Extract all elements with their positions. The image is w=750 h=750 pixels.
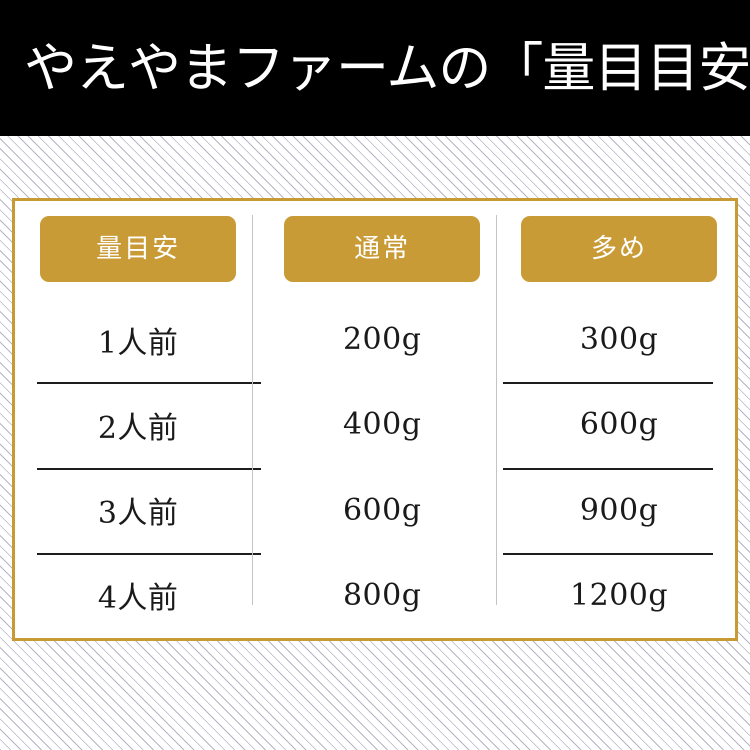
table-header-row: 量目安 通常 多め	[15, 201, 735, 297]
cell-normal: 400g	[342, 407, 422, 443]
column-header-serving: 量目安	[15, 201, 261, 297]
table-body: 1人前 200g 300g 2人前 400g 600g 3人前 600g 900…	[15, 297, 735, 638]
column-header-large: 多め	[503, 201, 735, 297]
quantity-guide-card: 量目安 通常 多め 1人前 200g 300g 2人前	[12, 198, 738, 641]
table-row: 1人前 200g 300g	[15, 297, 735, 382]
column-divider-1	[252, 215, 253, 605]
cell-large: 1200g	[503, 552, 735, 638]
cell-large: 600g	[503, 382, 735, 468]
header-band: やえやまファームの「量目目安」	[0, 0, 750, 136]
cell-normal: 600g	[342, 492, 422, 528]
quantity-table: 量目安 通常 多め 1人前 200g 300g 2人前	[15, 201, 735, 638]
column-header-normal: 通常	[261, 201, 503, 297]
table-row: 2人前 400g 600g	[15, 382, 735, 468]
cell-serving: 1人前	[97, 325, 179, 361]
cell-normal: 800g	[342, 577, 422, 613]
table-row: 3人前 600g 900g	[15, 467, 735, 553]
column-divider-2	[496, 215, 497, 605]
cell-serving: 2人前	[15, 382, 262, 468]
cell-large: 300g	[579, 322, 659, 358]
page-title: やえやまファームの「量目目安」	[24, 37, 750, 99]
column-header-serving-pill: 量目安	[40, 216, 237, 282]
cell-normal: 200g	[342, 322, 422, 358]
cell-serving: 3人前	[15, 467, 262, 553]
column-header-large-pill: 多め	[521, 216, 718, 282]
table-header: 量目安 通常 多め	[15, 201, 735, 297]
table-row: 4人前 800g 1200g	[15, 552, 735, 638]
cell-serving: 4人前	[15, 552, 262, 638]
cell-large: 900g	[503, 467, 735, 553]
column-header-normal-pill: 通常	[284, 216, 481, 282]
